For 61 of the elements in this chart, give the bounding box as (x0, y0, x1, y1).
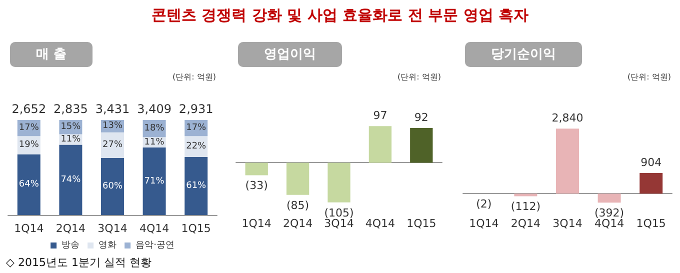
chart-subtitle: (단위: 억원) (628, 72, 672, 82)
data-label: 11% (144, 137, 165, 148)
data-label: (2) (476, 198, 492, 211)
data-label: 19% (18, 140, 40, 150)
data-label: (392) (594, 206, 624, 220)
data-label: (33) (245, 179, 268, 192)
data-label: 71% (144, 176, 165, 186)
data-label: 64% (18, 180, 40, 190)
chart-subtitle: (단위: 억원) (172, 72, 216, 82)
annotation: 3,409 (137, 102, 172, 116)
data-label: 97 (373, 109, 388, 122)
annotation: 2,835 (54, 102, 88, 116)
bar (101, 158, 124, 215)
legend-label: 영화 (98, 240, 117, 250)
chart-subtitle: (단위: 억원) (398, 72, 442, 82)
x-tick-label: 1Q15 (406, 217, 436, 230)
x-tick-label: 4Q14 (365, 217, 396, 230)
data-label: 15% (60, 122, 82, 132)
data-label: (85) (286, 198, 310, 212)
data-label: 61% (186, 181, 207, 192)
data-label: 11% (60, 134, 82, 144)
data-label: 17% (186, 123, 207, 134)
x-tick-label: 1Q14 (14, 222, 44, 235)
chart-title: 영업이익 (264, 47, 316, 62)
x-tick-label: 4Q14 (594, 217, 624, 230)
x-tick-label: 2Q14 (282, 217, 313, 230)
text: ◇ 2015년도 1분기 실적 현황 (6, 255, 152, 270)
data-label: (112) (510, 200, 540, 214)
chart-title: 매 출 (36, 47, 67, 62)
x-tick-label: 1Q14 (469, 217, 499, 230)
data-label: 74% (60, 174, 82, 185)
data-label: 18% (144, 124, 165, 134)
x-tick-label: 2Q14 (510, 217, 541, 230)
bar (17, 154, 40, 215)
data-label: 13% (102, 121, 123, 132)
bar (184, 157, 208, 215)
data-label: 22% (186, 142, 207, 152)
legend-label: 음악·공연 (136, 240, 174, 250)
x-tick-label: 3Q14 (324, 217, 354, 230)
legend-label: 방송 (62, 240, 80, 250)
data-label: 60% (102, 182, 123, 192)
x-tick-label: 1Q15 (181, 222, 211, 235)
data-label: (105) (324, 206, 354, 220)
bar (142, 148, 166, 215)
x-tick-label: 1Q14 (242, 217, 272, 230)
x-tick-label: 4Q14 (139, 222, 170, 235)
data-label: 904 (640, 156, 662, 169)
x-tick-label: 3Q14 (98, 222, 128, 235)
annotation: 2,652 (12, 102, 46, 116)
bar (59, 144, 82, 215)
data-label: 2,840 (552, 112, 584, 125)
x-tick-label: 3Q14 (552, 217, 582, 230)
x-tick-label: 2Q14 (56, 222, 86, 235)
text: 콘텐츠 경쟁력 강화 및 사업 효율화로 전 부문 영업 흑자 (150, 6, 530, 25)
annotation: 3,431 (95, 102, 130, 116)
data-label: 92 (414, 111, 428, 124)
x-tick-label: 1Q15 (636, 217, 666, 230)
chart-title: 당기순이익 (491, 47, 556, 62)
data-label: 27% (102, 140, 123, 150)
data-label: 17% (18, 123, 40, 134)
annotation: 2,931 (178, 102, 214, 116)
